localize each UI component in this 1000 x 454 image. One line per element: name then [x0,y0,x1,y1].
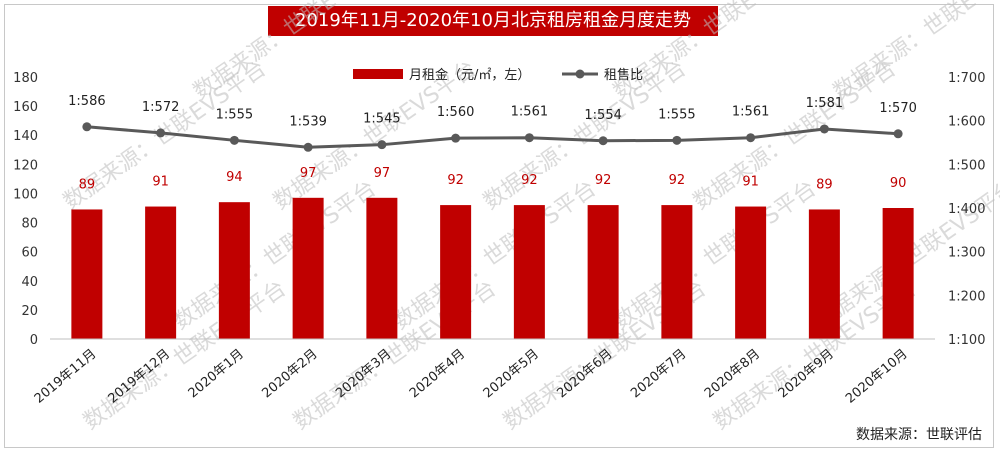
left-axis-tick-label: 160 [13,100,38,115]
rent-value-label: 91 [742,175,759,190]
chart-frame [4,4,994,448]
ratio-line [86,125,899,149]
chart-title: 2019年11月-2020年10月北京租房租金月度走势 [268,6,718,36]
ratio-value-label: 1:586 [68,94,105,109]
left-axis-tick-label: 40 [21,275,38,290]
ratio-value-label: 1:561 [732,105,769,120]
left-axis-tick-label: 140 [13,129,38,144]
rent-value-label: 90 [890,176,907,191]
rent-value-label: 92 [447,173,464,188]
rent-bar [587,205,619,339]
ratio-point [156,128,166,138]
ratio-value-label: 1:539 [289,114,326,129]
rent-bar [440,205,472,339]
ratio-point [893,129,903,139]
ratio-value-label: 1:554 [584,108,621,123]
right-axis-tick-label: 1:600 [948,115,985,130]
rent-bar [218,202,250,339]
ratio-value-label: 1:570 [879,101,916,116]
rent-bar [661,205,693,339]
right-axis-tick-label: 1:200 [948,289,985,304]
left-axis-tick-label: 180 [13,71,38,86]
ratio-value-label: 1:555 [658,107,695,122]
right-axis-tick-label: 1:100 [948,333,985,348]
rent-bar [882,208,914,339]
ratio-value-label: 1:555 [216,107,253,122]
ratio-point [229,135,239,145]
rent-value-label: 94 [226,170,243,185]
ratio-point [524,133,534,143]
ratio-point [746,133,756,143]
x-axis-tick-label: 2020年2月 [259,347,320,402]
ratio-point [303,142,313,152]
watermark-text: 数据来源：世联EVS平台 [79,276,291,435]
rent-bar [735,206,767,339]
rent-value-label: 91 [152,175,169,190]
rent-value-label: 92 [595,173,612,188]
watermark-text: 数据来源：世联EVS平台 [189,0,401,105]
watermark-text: 数据来源：世联EVS平台 [609,0,821,105]
legend-bar-swatch [353,69,403,79]
left-axis-tick-label: 80 [21,217,38,232]
ratio-point [819,124,829,134]
rent-value-label: 89 [816,177,833,192]
right-axis-tick-label: 1:500 [948,158,985,173]
ratio-point [598,136,608,146]
ratio-point [451,133,461,143]
ratio-point [672,135,682,145]
rent-bar [366,197,398,339]
left-axis-tick-label: 0 [30,333,38,348]
ratio-value-label: 1:545 [363,112,400,127]
right-axis-tick-label: 1:400 [948,202,985,217]
ratio-value-label: 1:581 [806,96,843,111]
rent-value-label: 92 [521,173,538,188]
rent-value-label: 97 [374,166,391,181]
ratio-point [82,122,92,132]
ratio-value-label: 1:572 [142,100,179,115]
left-axis-tick-label: 20 [21,304,38,319]
rent-value-label: 97 [300,166,317,181]
legend-line-marker [575,69,585,79]
x-axis-tick-label: 2020年10月 [843,347,911,407]
rent-bar [71,209,103,339]
ratio-value-label: 1:560 [437,105,474,120]
right-axis-tick-label: 1:700 [948,71,985,86]
rent-bar [808,209,840,339]
rent-bar [292,197,324,339]
left-axis-tick-label: 120 [13,158,38,173]
legend-line-label: 租售比 [604,67,643,83]
x-axis-tick-label: 2019年11月 [32,347,100,407]
rent-bar [513,205,545,339]
source-note: 数据来源：世联评估 [856,427,982,443]
legend-bar-label: 月租金（元/㎡，左） [409,67,530,83]
rent-value-label: 89 [79,177,96,192]
x-axis-tick-label: 2020年7月 [628,347,689,402]
rent-value-label: 92 [669,173,686,188]
watermark-text: 数据来源：世联EVS平台 [829,0,1000,105]
ratio-value-label: 1:561 [511,105,548,120]
left-axis-tick-label: 60 [21,246,38,261]
ratio-point [377,140,387,150]
rent-bar [145,206,177,339]
left-axis-tick-label: 100 [13,187,38,202]
right-axis-tick-label: 1:300 [948,246,985,261]
